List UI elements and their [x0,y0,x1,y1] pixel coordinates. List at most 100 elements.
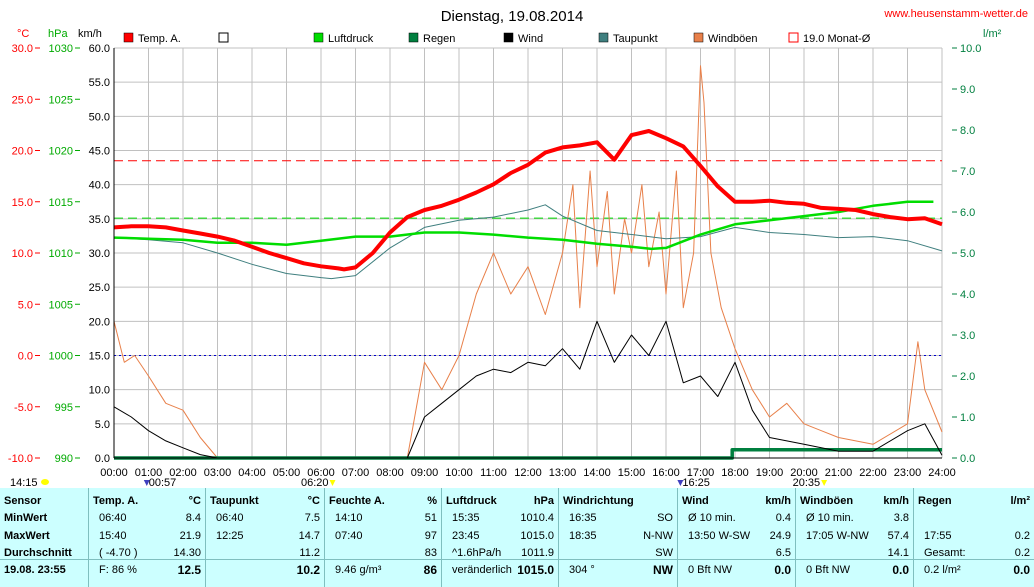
stats-cell-value: 1011.9 [521,547,554,559]
stats-row: 17:55 0.2 [918,528,1030,544]
legend-label-taupunkt: Taupunkt [613,33,658,45]
stats-cell-value: SO [657,512,673,524]
stats-cell-value: 0.0 [892,563,909,577]
tick-label-x: 24:00 [928,467,956,479]
stats-cell-label: 13:50 W-SW [688,530,751,542]
stats-cell-label: ^1.6hPa/h [452,547,502,559]
marker-label: 16:25 [682,477,710,488]
unit-temp: °C [17,28,29,40]
stats-cell-label: Ø 10 min. [806,512,854,524]
stats-cell-value: 86 [423,563,437,577]
legend-swatch-luftdruck [313,32,324,43]
unit-kmh: km/h [78,28,102,40]
stats-header-label: Taupunkt [210,495,259,507]
stats-row: 83 [329,545,437,561]
tick-label-kmh: 55.0 [89,77,110,89]
stats-row: veränderlich 1015.0 [446,562,554,578]
stats-header-unit: hPa [533,495,554,507]
stats-cell-label: 06:40 [99,512,127,524]
stats-cell-value: 3.8 [893,512,909,524]
tick-label-x: 21:00 [825,467,853,479]
stats-header-unit: °C [307,495,320,507]
stats-row: 10.2 [210,562,320,578]
stats-cell-value: 0.2 [1014,547,1030,559]
tick-label-hpa: 1000 [49,351,73,363]
site-url[interactable]: www.heusenstamm-wetter.de [883,8,1028,20]
stats-cell-label: 0 Bft NW [806,564,851,576]
stats-row: MinWert [4,510,84,526]
stats-cell-value: 97 [424,530,437,542]
marker-arrow-icon [143,480,150,486]
stats-separator [89,559,205,560]
tick-label-rain: 4.0 [960,289,975,301]
tick-label-x: 05:00 [273,467,301,479]
stats-column-windrichtung: Windrichtung 16:35 SO 18:35 N-NW SW 304 ° NW [558,488,677,587]
stats-row: Gesamt: 0.2 [918,545,1030,561]
tick-label-x: 08:00 [376,467,404,479]
stats-column-wind: Wind km/h Ø 10 min. 0.4 13:50 W-SW 24.9 6.5 0 B… [677,488,795,587]
stats-cell-value: 83 [424,547,437,559]
stats-cell-value: 7.5 [304,512,320,524]
stats-cell-label: 9.46 g/m³ [335,564,382,576]
stats-row: SW [563,545,673,561]
stats-row: F: 86 % 12.5 [93,562,201,578]
stats-row: Ø 10 min. 3.8 [800,510,909,526]
stats-cell-label: 15:40 [99,530,127,542]
stats-header-regen: Regen l/m² [918,493,1030,509]
legend-swatch-regen [408,32,419,43]
stats-separator [325,559,441,560]
stats-cell-label: 0.2 l/m² [924,564,961,576]
stats-header-sensor: Sensor [4,493,84,509]
series-line-luftdruck [113,200,934,251]
stats-header-label: Temp. A. [93,495,139,507]
stats-header-luftdruck: Luftdruck hPa [446,493,554,509]
stats-cell-value: 8.4 [185,512,201,524]
stats-cell-label: Ø 10 min. [688,512,736,524]
stats-cell-label: 15:35 [452,512,480,524]
stats-cell-value: 14.7 [298,530,320,542]
stats-cell-value: 0.4 [775,512,791,524]
unit-rain: l/m² [983,28,1002,40]
tick-label-x: 02:00 [169,467,197,479]
time-markers: 14:15 00:57 06:20 16:25 20:35 [10,477,828,488]
stats-header-temp: Temp. A. °C [93,493,201,509]
tick-label-rain: 5.0 [960,248,975,260]
stats-cell-label: 17:55 [924,530,952,542]
tick-label-hpa: 1025 [49,94,73,106]
stats-cell-value: 14.1 [887,547,909,559]
stats-cell-value: 14.30 [173,547,201,559]
stats-cell-label: 0 Bft NW [688,564,733,576]
legend-swatch-taupunkt [598,32,609,43]
reference-lines [114,160,942,356]
tick-label-kmh: 45.0 [89,146,110,158]
stats-cell-value: SW [655,547,673,559]
tick-label-x: 11:00 [480,467,507,479]
tick-label-kmh: 35.0 [89,214,110,226]
tick-label-x: 12:00 [514,467,542,479]
tick-label-hpa: 990 [55,453,73,465]
marker-sun-icon [41,479,49,485]
stats-cell-value: 21.9 [179,530,201,542]
stats-cell-label: 16:35 [569,512,597,524]
stats-row: 23:45 1015.0 [446,528,554,544]
stats-row [918,510,1030,526]
tick-label-x: 04:00 [238,467,266,479]
stats-separator [914,559,1034,560]
stats-header-windrichtung: Windrichtung [563,493,673,509]
stats-separator [206,559,324,560]
stats-header-unit: °C [188,495,201,507]
tick-label-x: 03:00 [204,467,232,479]
tick-label-temp: 10.0 [12,248,33,260]
stats-cell-label: 17:05 W-NW [806,530,869,542]
tick-label-kmh: 30.0 [89,248,110,260]
stats-row: ^1.6hPa/h 1011.9 [446,545,554,561]
stats-header-label: Sensor [4,495,42,507]
tick-label-x: 10:00 [445,467,473,479]
tick-label-rain: 10.0 [960,43,981,55]
stats-row: 0.2 l/m² 0.0 [918,562,1030,578]
tick-label-rain: 8.0 [960,125,975,137]
stats-column-luftdruck: Luftdruck hPa 15:35 1010.4 23:45 1015.0 ^1.6hP… [441,488,558,587]
stats-cell-label: 06:40 [216,512,244,524]
tick-label-temp: 20.0 [12,146,33,158]
tick-label-kmh: 5.0 [95,419,110,431]
